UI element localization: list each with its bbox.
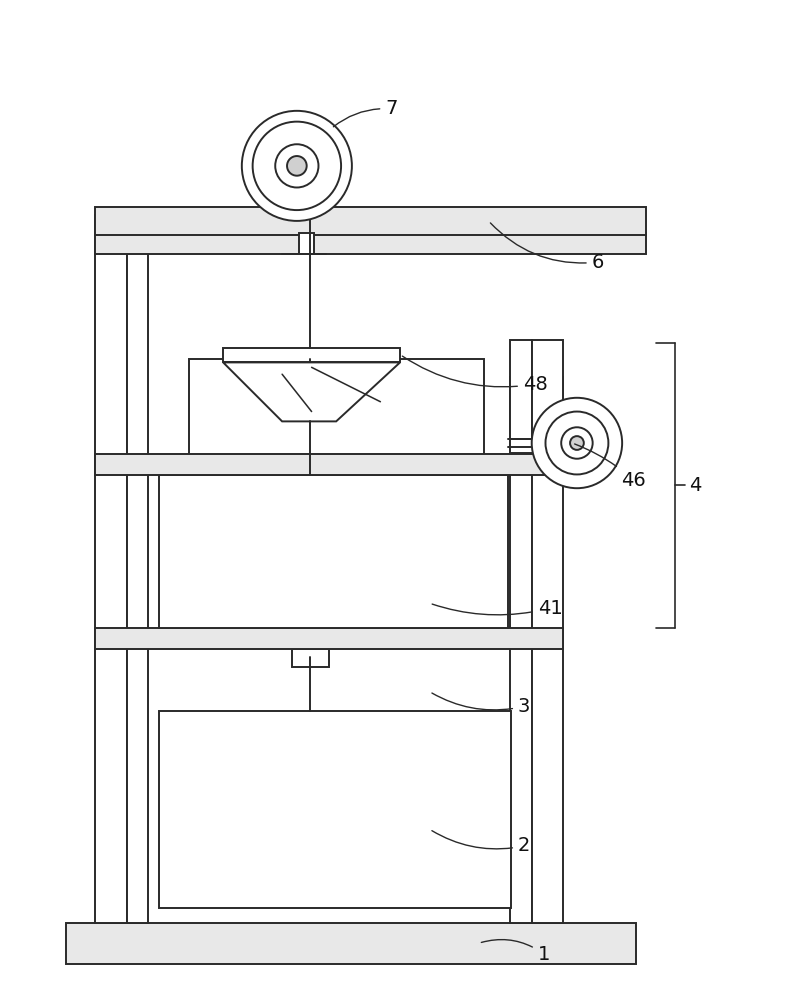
Bar: [292, 649, 329, 667]
Bar: [159, 711, 511, 908]
Bar: [95, 628, 564, 649]
Bar: [299, 233, 314, 254]
Bar: [188, 359, 484, 475]
Bar: [95, 207, 646, 235]
Circle shape: [275, 144, 319, 187]
Bar: [510, 439, 564, 453]
Circle shape: [242, 111, 352, 221]
Text: 3: 3: [432, 693, 530, 716]
Bar: [127, 215, 148, 923]
Bar: [223, 348, 400, 362]
Circle shape: [287, 156, 307, 176]
Text: 48: 48: [402, 356, 547, 394]
Bar: [510, 340, 532, 453]
Bar: [532, 340, 564, 453]
Bar: [95, 215, 127, 923]
Bar: [66, 923, 636, 964]
Text: 1: 1: [481, 940, 550, 964]
Text: 4: 4: [689, 476, 701, 495]
Circle shape: [570, 436, 584, 450]
Bar: [159, 475, 508, 628]
Text: 2: 2: [432, 831, 530, 855]
Text: 7: 7: [333, 99, 398, 127]
Circle shape: [561, 427, 592, 459]
Polygon shape: [223, 362, 400, 421]
Text: 46: 46: [575, 444, 646, 490]
Bar: [95, 233, 646, 254]
Circle shape: [532, 398, 622, 488]
Text: 6: 6: [490, 223, 604, 272]
Bar: [95, 454, 562, 475]
Bar: [532, 377, 564, 923]
Text: 41: 41: [432, 599, 563, 618]
Circle shape: [546, 412, 609, 474]
Circle shape: [253, 122, 341, 210]
Bar: [510, 377, 532, 923]
